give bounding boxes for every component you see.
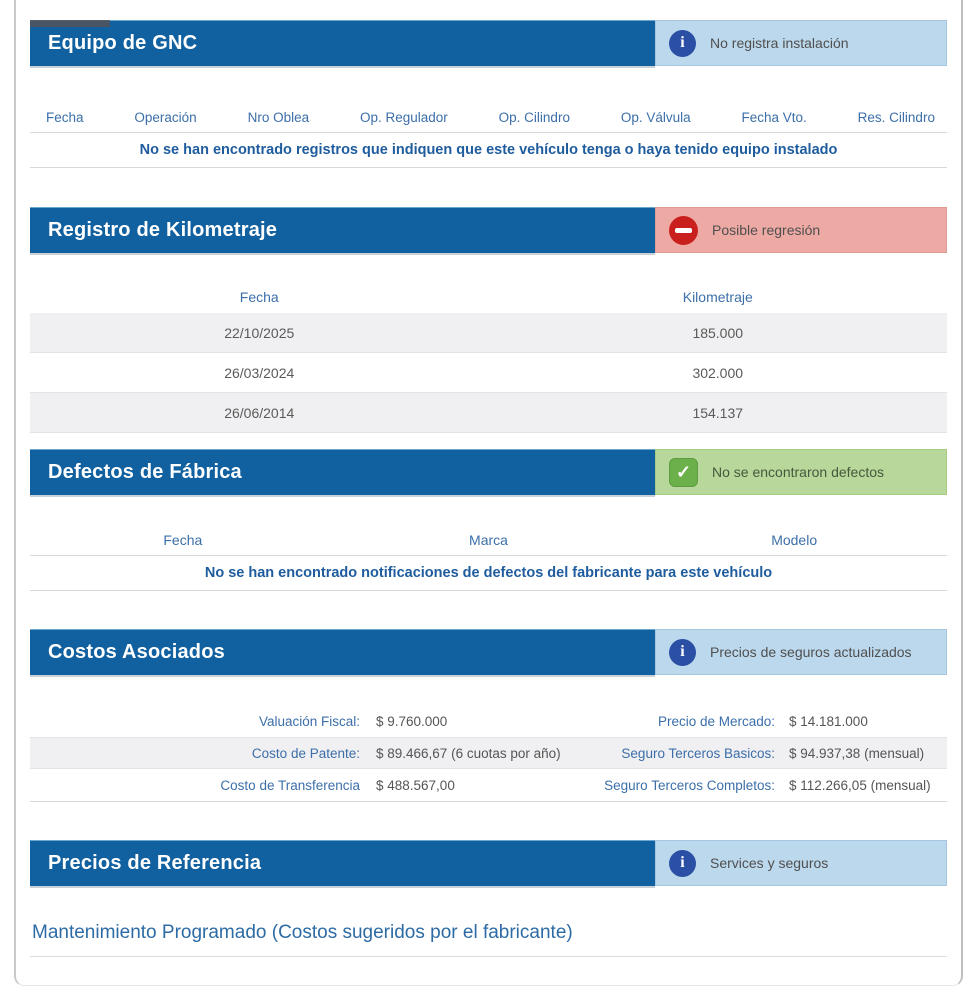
- column-header: Fecha: [239, 289, 279, 305]
- cost-label: Seguro Terceros Completos:: [604, 777, 775, 793]
- cost-row: Costo de Transferencia $ 488.567,00 Segu…: [30, 769, 947, 801]
- section-kilometraje: Registro de Kilometraje Posible regresió…: [30, 207, 947, 433]
- minus-circle-icon: [669, 215, 698, 245]
- section-header-kilometraje: Registro de Kilometraje Posible regresió…: [30, 207, 947, 253]
- cell-kilometraje: 154.137: [692, 405, 744, 421]
- section-header-costos: Costos Asociados i Precios de seguros ac…: [30, 629, 947, 675]
- cost-value: $ 89.466,67 (6 cuotas por año): [376, 745, 561, 761]
- section-header-gnc: Equipo de GNC i No registra instalación: [30, 20, 947, 66]
- costos-table: Valuación Fiscal: $ 9.760.000 Precio de …: [30, 705, 947, 802]
- cost-label: Costo de Patente:: [251, 745, 360, 761]
- table-row: 26/03/2024 302.000: [30, 353, 947, 393]
- section-header-defectos: Defectos de Fábrica ✓ No se encontraron …: [30, 449, 947, 495]
- column-header: Kilometraje: [682, 289, 753, 305]
- section-title-referencia: Precios de Referencia: [30, 840, 655, 886]
- section-title-text: Costos Asociados: [48, 641, 225, 663]
- cost-value: $ 14.181.000: [789, 713, 868, 729]
- section-title-text: Equipo de GNC: [48, 32, 198, 54]
- cost-value: $ 9.760.000: [376, 713, 448, 729]
- column-header: Operación: [134, 109, 197, 125]
- cell-fecha: 26/06/2014: [224, 405, 295, 421]
- column-header: Fecha Vto.: [741, 109, 807, 125]
- divider: [30, 801, 947, 802]
- cell-kilometraje: 302.000: [692, 365, 744, 381]
- section-equipo-gnc: Equipo de GNC i No registra instalación …: [30, 20, 947, 168]
- status-badge-text: No se encontraron defectos: [712, 464, 884, 480]
- section-title-defectos: Defectos de Fábrica: [30, 449, 655, 495]
- section-title-text: Registro de Kilometraje: [48, 219, 278, 241]
- status-badge-referencia: i Services y seguros: [655, 840, 947, 886]
- cost-label: Precio de Mercado:: [657, 713, 775, 729]
- table-row: 26/06/2014 154.137: [30, 393, 947, 433]
- info-icon: i: [669, 29, 696, 57]
- section-referencia: Precios de Referencia i Services y segur…: [30, 840, 947, 957]
- report-frame: Equipo de GNC i No registra instalación …: [14, 0, 963, 986]
- divider: [30, 590, 947, 591]
- cost-value: $ 488.567,00: [376, 777, 455, 793]
- check-icon: ✓: [669, 457, 698, 487]
- mantenimiento-subtitle: Mantenimiento Programado (Costos sugerid…: [30, 916, 947, 957]
- status-badge-text: Posible regresión: [712, 222, 821, 238]
- cell-kilometraje: 185.000: [692, 325, 744, 341]
- section-title-costos: Costos Asociados: [30, 629, 655, 675]
- status-badge-gnc: i No registra instalación: [655, 20, 947, 66]
- status-badge-text: Precios de seguros actualizados: [710, 644, 912, 660]
- column-header: Res. Cilindro: [857, 109, 935, 125]
- section-header-referencia: Precios de Referencia i Services y segur…: [30, 840, 947, 886]
- cost-row: Costo de Patente: $ 89.466,67 (6 cuotas …: [30, 737, 947, 769]
- column-header: Op. Cilindro: [498, 109, 570, 125]
- column-header: Nro Oblea: [247, 109, 310, 125]
- cost-value: $ 112.266,05 (mensual): [789, 777, 931, 793]
- column-header: Modelo: [771, 532, 818, 548]
- status-badge-text: Services y seguros: [710, 855, 829, 871]
- column-header: Op. Válvula: [620, 109, 691, 125]
- column-header: Op. Regulador: [359, 109, 448, 125]
- kilometraje-table: Fecha Kilometraje 22/10/2025 185.000 26/…: [30, 281, 947, 433]
- column-header: Fecha: [46, 109, 84, 125]
- divider: [30, 132, 947, 133]
- info-icon: i: [669, 638, 696, 666]
- divider: [30, 555, 947, 556]
- section-title-text: Precios de Referencia: [48, 852, 262, 874]
- cost-label: Seguro Terceros Basicos:: [621, 745, 775, 761]
- section-costos: Costos Asociados i Precios de seguros ac…: [30, 629, 947, 802]
- column-header: Marca: [469, 532, 508, 548]
- status-badge-text: No registra instalación: [710, 35, 849, 51]
- section-title-text: Defectos de Fábrica: [48, 461, 242, 483]
- cost-label: Costo de Transferencia: [220, 777, 360, 793]
- cell-fecha: 22/10/2025: [224, 325, 295, 341]
- section-defectos: Defectos de Fábrica ✓ No se encontraron …: [30, 449, 947, 591]
- section-title-kilometraje: Registro de Kilometraje: [30, 207, 655, 253]
- gnc-empty-message: No se han encontrado registros que indiq…: [139, 142, 838, 158]
- cropped-previous-section-fragment: [30, 20, 110, 27]
- divider: [30, 167, 947, 168]
- kilometraje-header-row: Fecha Kilometraje: [30, 281, 947, 313]
- status-badge-kilometraje: Posible regresión: [655, 207, 947, 253]
- column-header: Fecha: [163, 532, 203, 548]
- status-badge-defectos: ✓ No se encontraron defectos: [655, 449, 947, 495]
- defectos-table-header-row: Fecha Marca Modelo: [30, 525, 947, 555]
- gnc-table-header-row: Fecha Operación Nro Oblea Op. Regulador …: [30, 102, 947, 132]
- cost-value: $ 94.937,38 (mensual): [789, 745, 925, 761]
- section-title-gnc: Equipo de GNC: [30, 20, 655, 66]
- status-badge-costos: i Precios de seguros actualizados: [655, 629, 947, 675]
- table-row: 22/10/2025 185.000: [30, 313, 947, 353]
- info-icon: i: [669, 849, 696, 877]
- cost-label: Valuación Fiscal:: [258, 713, 360, 729]
- cost-row: Valuación Fiscal: $ 9.760.000 Precio de …: [30, 705, 947, 737]
- defectos-empty-message: No se han encontrado notificaciones de d…: [204, 565, 773, 581]
- cell-fecha: 26/03/2024: [224, 365, 295, 381]
